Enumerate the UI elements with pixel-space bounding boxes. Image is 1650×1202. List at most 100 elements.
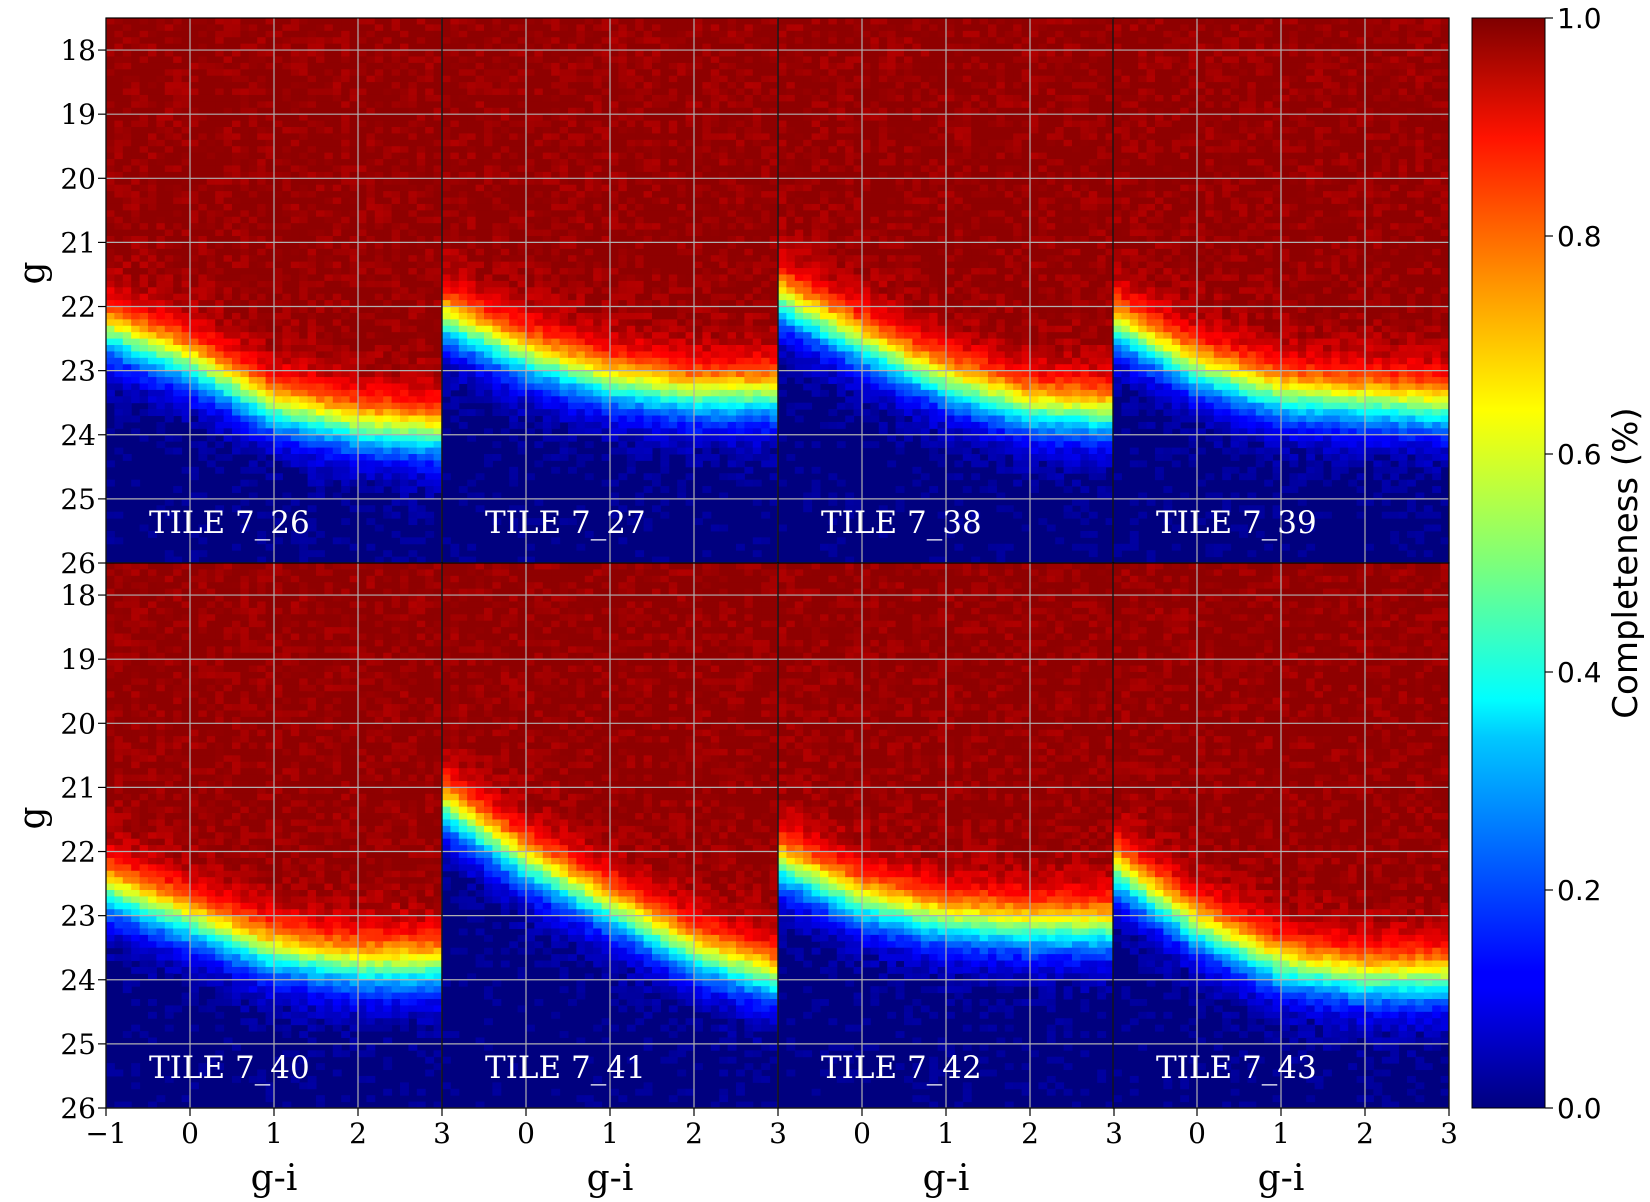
heatmap-cell (685, 229, 695, 237)
heatmap-cell (475, 242, 485, 250)
heatmap-cell (240, 43, 250, 51)
heatmap-cell (290, 139, 300, 147)
heatmap-cell (198, 210, 208, 218)
heatmap-cell (299, 114, 309, 122)
heatmap-cell (576, 30, 586, 38)
heatmap-cell (106, 325, 115, 333)
heatmap-cell (307, 409, 317, 417)
heatmap-cell (349, 287, 359, 295)
heatmap-cell (164, 434, 174, 442)
heatmap-cell (358, 454, 367, 461)
heatmap-cell (358, 293, 367, 301)
heatmap-cell (500, 216, 510, 224)
heatmap-cell (248, 223, 258, 231)
heatmap-cell (114, 511, 124, 519)
heatmap-cell (400, 236, 409, 243)
heatmap-cell (685, 43, 695, 51)
heatmap-cell (685, 82, 695, 90)
heatmap-cell (114, 345, 124, 352)
heatmap-cell (391, 69, 401, 77)
heatmap-cell (383, 56, 393, 64)
heatmap-cell (568, 447, 577, 455)
heatmap-cell (408, 82, 418, 90)
heatmap-cell (349, 184, 359, 192)
heatmap-cell (274, 229, 283, 237)
heatmap-cell (677, 306, 687, 314)
heatmap-cell (290, 82, 300, 90)
heatmap-cell (223, 197, 233, 205)
heatmap-cell (568, 261, 577, 269)
heatmap-cell (181, 133, 191, 141)
heatmap-cell (257, 421, 267, 429)
heatmap-cell (500, 402, 510, 410)
heatmap-cell (534, 357, 544, 365)
heatmap-cell (475, 75, 485, 83)
heatmap-cell (492, 88, 502, 96)
heatmap-cell (643, 159, 653, 166)
heatmap-cell (391, 50, 401, 57)
heatmap-cell (307, 396, 317, 404)
heatmap-cell (299, 94, 309, 102)
heatmap-cell (517, 127, 527, 134)
heatmap-cell (635, 454, 645, 461)
heatmap-cell (400, 146, 409, 154)
heatmap-cell (232, 146, 241, 154)
heatmap-cell (660, 325, 670, 333)
heatmap-cell (181, 357, 191, 365)
heatmap-cell (400, 454, 409, 461)
heatmap-cell (240, 165, 250, 173)
heatmap-cell (206, 56, 216, 64)
heatmap-cell (416, 242, 426, 250)
heatmap-cell (164, 127, 174, 134)
heatmap-cell (274, 383, 283, 391)
heatmap-cell (416, 75, 426, 83)
heatmap-cell (106, 165, 115, 173)
heatmap-cell (509, 242, 519, 250)
heatmap-cell (601, 120, 611, 128)
heatmap-cell (467, 236, 477, 243)
heatmap-cell (383, 24, 393, 32)
heatmap-cell (391, 94, 401, 102)
heatmap-cell (282, 248, 292, 256)
heatmap-cell (652, 50, 661, 57)
heatmap-cell (206, 171, 216, 179)
heatmap-cell (257, 268, 267, 275)
heatmap-cell (576, 165, 586, 173)
heatmap-cell (408, 518, 418, 526)
heatmap-cell (677, 152, 687, 160)
heatmap-cell (341, 441, 351, 449)
heatmap-cell (626, 171, 636, 179)
heatmap-cell (660, 50, 670, 57)
heatmap-cell (559, 325, 569, 333)
heatmap-cell (190, 152, 199, 160)
heatmap-cell (215, 409, 225, 417)
heatmap-cell (618, 312, 628, 320)
heatmap-cell (358, 165, 367, 173)
heatmap-cell (383, 460, 393, 468)
heatmap-cell (257, 184, 267, 192)
heatmap-cell (534, 139, 544, 147)
heatmap-cell (534, 101, 544, 109)
heatmap-cell (307, 236, 317, 243)
heatmap-cell (660, 216, 670, 224)
heatmap-cell (559, 37, 569, 45)
heatmap-cell (358, 236, 367, 243)
heatmap-cell (316, 486, 325, 493)
heatmap-cell (534, 223, 544, 231)
heatmap-cell (500, 242, 510, 250)
heatmap-cell (416, 94, 426, 102)
heatmap-cell (467, 216, 477, 224)
heatmap-cell (257, 255, 267, 263)
heatmap-cell (450, 82, 460, 90)
heatmap-cell (458, 107, 468, 115)
heatmap-cell (542, 242, 552, 250)
heatmap-cell (685, 62, 695, 70)
heatmap-cell (114, 306, 124, 314)
heatmap-cell (643, 312, 653, 320)
heatmap-cell (425, 460, 435, 468)
heatmap-cell (626, 454, 636, 461)
heatmap-cell (122, 236, 132, 243)
heatmap-cell (416, 421, 426, 429)
heatmap-cell (584, 332, 594, 340)
heatmap-cell (341, 280, 351, 288)
